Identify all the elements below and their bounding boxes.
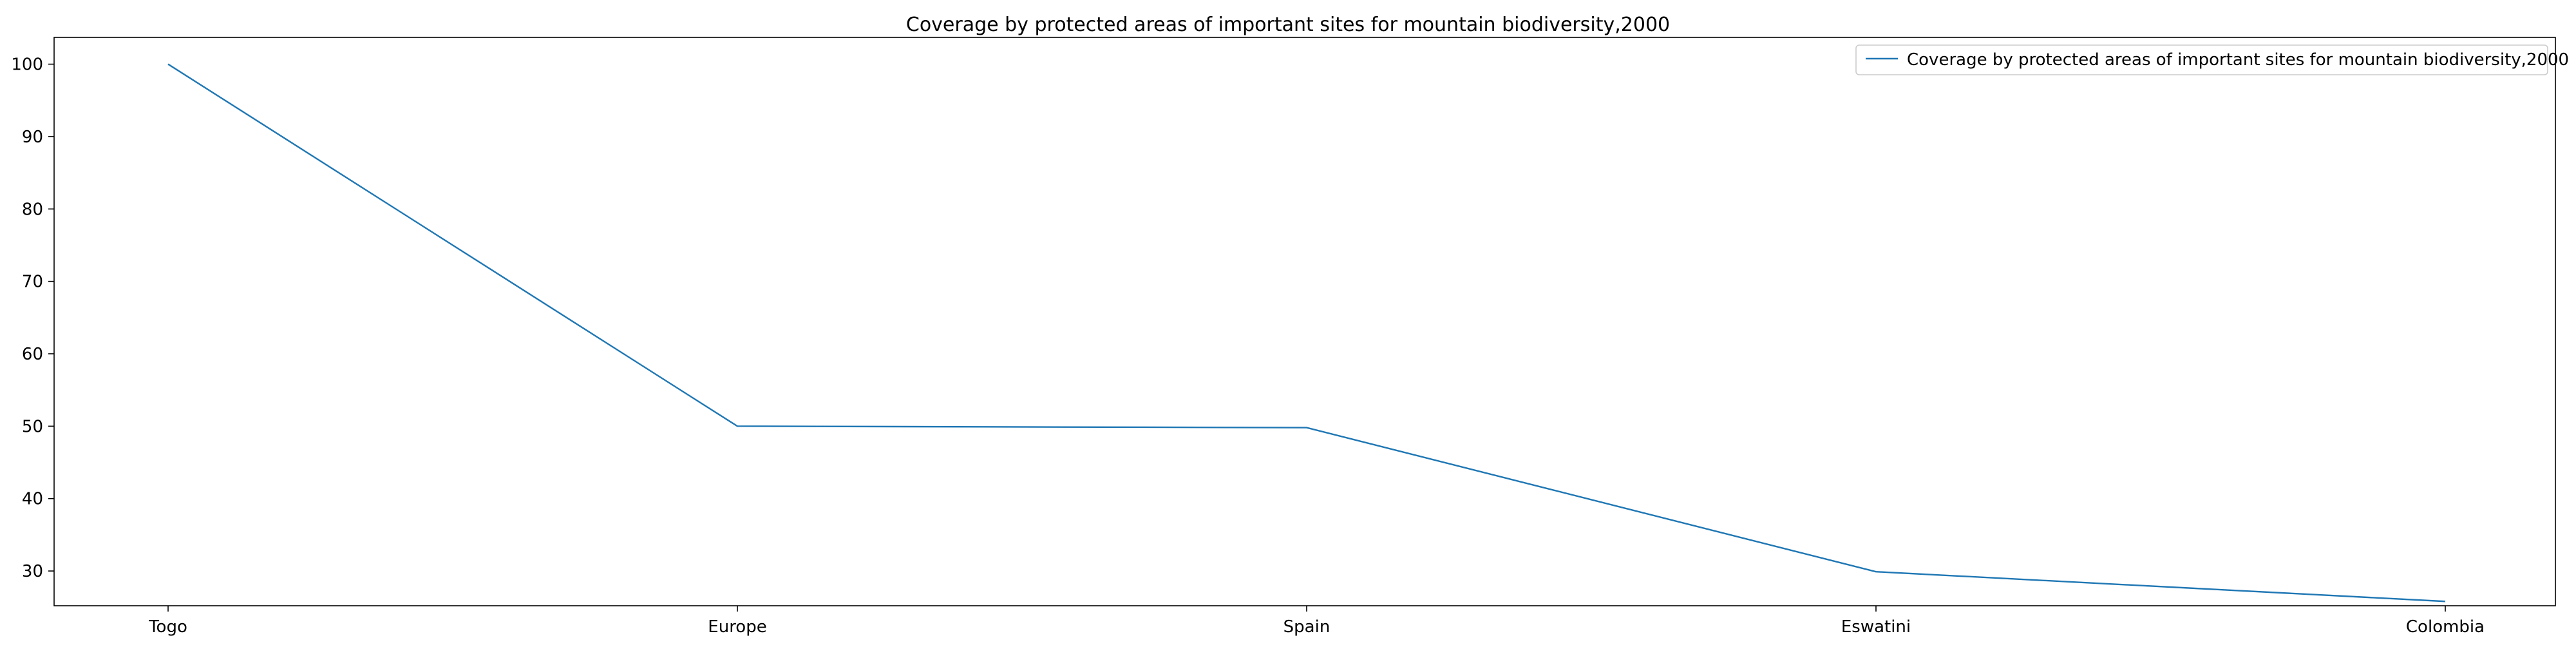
y-axis: 30 40 50 60 70 80 90 100 <box>11 55 54 581</box>
legend-label: Coverage by protected areas of important… <box>1907 50 2569 70</box>
legend: Coverage by protected areas of important… <box>1855 44 2569 75</box>
y-tick-label: 50 <box>22 417 43 436</box>
y-tick-label: 80 <box>22 200 43 219</box>
y-tick-label: 90 <box>22 128 43 147</box>
x-tick-label: Europe <box>708 617 766 637</box>
y-tick-label: 70 <box>22 273 43 292</box>
y-tick-label: 40 <box>22 490 43 509</box>
x-tick-label: Eswatini <box>1841 617 1911 637</box>
x-axis: Togo Europe Spain Eswatini Colombia <box>148 606 2485 637</box>
y-tick-label: 100 <box>11 55 43 75</box>
y-tick-label: 30 <box>22 562 43 581</box>
chart-title: Coverage by protected areas of important… <box>906 14 1670 36</box>
series-group <box>167 63 2446 603</box>
x-tick-label: Colombia <box>2406 617 2485 637</box>
series-line <box>167 63 2446 603</box>
y-tick-label: 60 <box>22 345 43 364</box>
legend-box <box>1855 44 2548 75</box>
x-tick-label: Togo <box>148 617 187 637</box>
plot-frame <box>53 37 2556 606</box>
x-tick-label: Spain <box>1283 617 1331 637</box>
